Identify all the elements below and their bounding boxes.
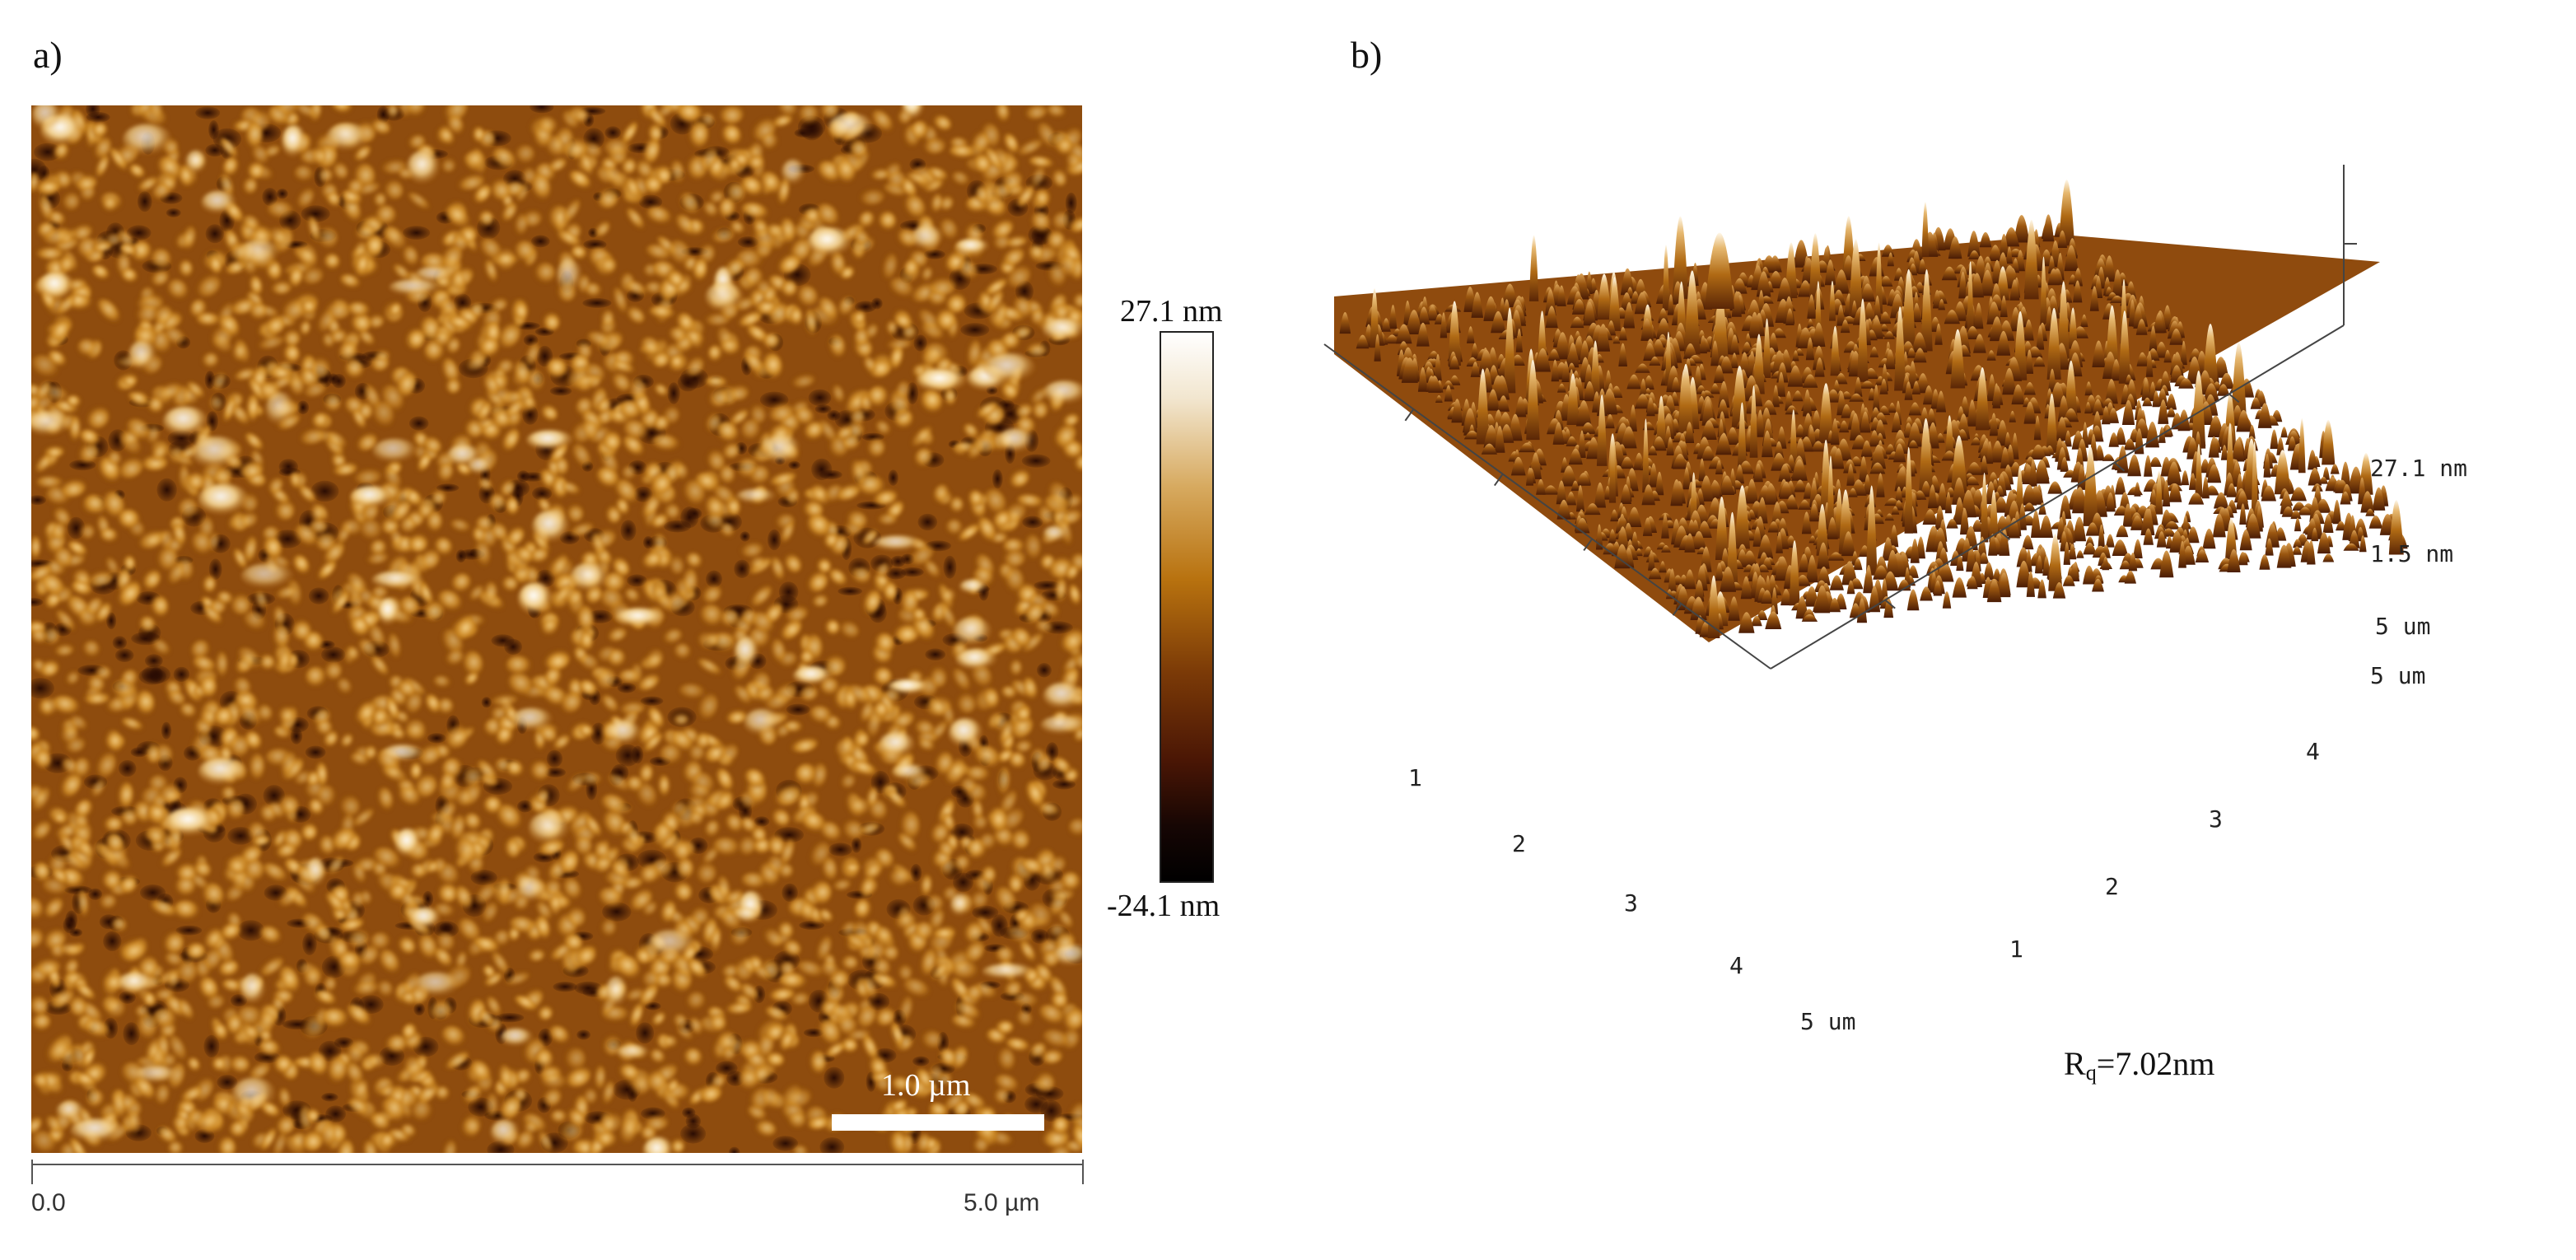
left-axis-tick-1: 1	[1408, 764, 1422, 791]
right-axis-tick-4: 4	[2306, 738, 2320, 765]
roughness-value: =7.02nm	[2096, 1045, 2215, 1082]
afm-3d-surface	[1323, 165, 2408, 670]
right-axis-end-label: 5 um	[2370, 662, 2426, 689]
height-colorbar	[1160, 331, 1214, 883]
panel-a-label: a)	[33, 34, 63, 76]
left-axis-tick-3: 3	[1624, 889, 1638, 917]
axes-frame	[1323, 165, 2345, 670]
right-axis-tick-3: 3	[2209, 805, 2223, 833]
colorbar-max-label: 27.1 nm	[1120, 294, 1223, 329]
axis-end-label: 5 um	[2375, 613, 2431, 640]
left-axis-end-label: 5 um	[1800, 1008, 1856, 1035]
roughness-subscript: q	[2085, 1061, 2097, 1085]
roughness-label: Rq=7.02nm	[2064, 1044, 2214, 1085]
x-axis-end-label: 5.0 µm	[964, 1189, 1040, 1216]
left-axis-tick-4: 4	[1729, 952, 1743, 979]
scale-bar-label: 1.0 µm	[881, 1068, 971, 1103]
afm-topography-image	[31, 105, 1082, 1153]
x-axis-start-label: 0.0	[31, 1189, 66, 1216]
grain-texture	[31, 105, 1082, 1153]
left-axis-tick-2: 2	[1512, 830, 1526, 857]
roughness-symbol: R	[2064, 1045, 2086, 1082]
x-axis-line	[31, 1160, 1084, 1184]
panel-b-label: b)	[1351, 34, 1383, 76]
scale-bar	[832, 1114, 1044, 1131]
z-axis-mid-label: 1.5 nm	[2370, 540, 2454, 567]
right-axis-tick-2: 2	[2105, 873, 2119, 900]
right-axis-tick-1: 1	[2009, 936, 2023, 963]
colorbar-min-label: -24.1 nm	[1107, 889, 1220, 923]
z-axis-top-label: 27.1 nm	[2370, 455, 2468, 482]
